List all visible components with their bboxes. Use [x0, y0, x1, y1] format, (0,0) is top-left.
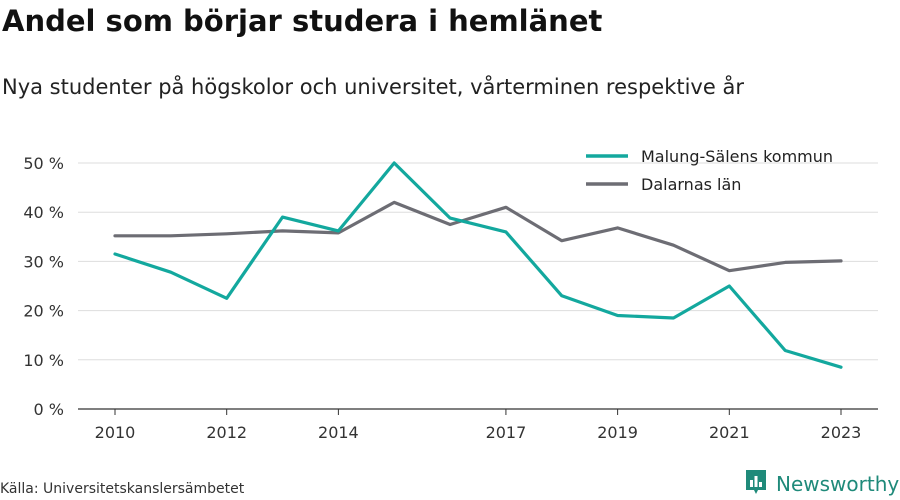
x-tick-label: 2021 [709, 423, 750, 442]
y-tick-label: 30 % [23, 252, 64, 271]
source-note: Källa: Universitetskanslersämbetet [0, 481, 245, 497]
y-tick-label: 40 % [23, 203, 64, 222]
legend-label: Malung-Sälens kommun [641, 147, 833, 166]
x-tick-label: 2017 [486, 423, 527, 442]
y-axis-tick-labels: 0 % 10 % 20 % 30 % 40 % 50 % [23, 154, 64, 419]
grid-lines [78, 162, 878, 361]
y-tick-label: 20 % [23, 302, 64, 321]
y-tick-label: 50 % [23, 154, 64, 173]
legend: Malung-Sälens kommun Dalarnas län [586, 147, 833, 194]
x-tick-label: 2019 [597, 423, 638, 442]
brand-logo: Newsworthy [744, 468, 899, 500]
x-tick-label: 2010 [95, 423, 136, 442]
line-chart: 0 % 10 % 20 % 30 % 40 % 50 % 2010 2012 2014 2017… [23, 147, 878, 442]
chart-subtitle: Nya studenter på högskolor och universit… [2, 75, 744, 99]
bar-chart-logo-icon [744, 468, 768, 500]
x-tick-label: 2023 [821, 423, 862, 442]
legend-label: Dalarnas län [641, 175, 741, 194]
y-tick-label: 0 % [34, 400, 64, 419]
x-tick-label: 2012 [206, 423, 247, 442]
chart-title: Andel som börjar studera i hemlänet [2, 4, 603, 38]
series-line-malung-salen [113, 161, 843, 369]
series-line-dalarna [113, 200, 843, 273]
x-tick-label: 2014 [318, 423, 359, 442]
y-tick-label: 10 % [23, 351, 64, 370]
series-lines [113, 161, 843, 369]
brand-name: Newsworthy [776, 472, 900, 496]
x-axis-ticks: 2010 2012 2014 2017 2019 2021 2023 [95, 409, 862, 442]
